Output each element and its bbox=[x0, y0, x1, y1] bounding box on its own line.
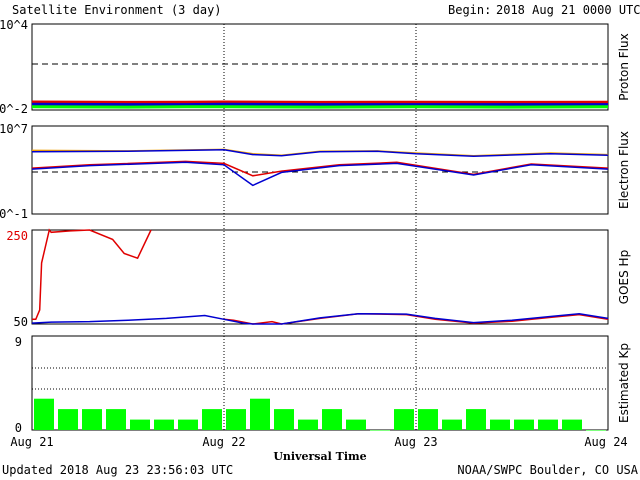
kp-ymin-label: 0 bbox=[15, 421, 22, 435]
day-separators bbox=[223, 24, 417, 430]
hp-ymin-label: 50 bbox=[14, 315, 28, 329]
chart-title: Satellite Environment (3 day) bbox=[12, 3, 222, 17]
hp-ymax-label: 250 bbox=[6, 229, 28, 243]
updated-timestamp: Updated 2018 Aug 23 23:56:03 UTC bbox=[2, 463, 233, 477]
kp-bar bbox=[34, 398, 54, 430]
kp-bar bbox=[82, 409, 102, 430]
x-tick-aug22: Aug 22 bbox=[202, 435, 245, 449]
kp-panel-frame bbox=[31, 335, 609, 431]
kp-bar bbox=[130, 419, 150, 430]
x-tick-aug24: Aug 24 bbox=[584, 435, 627, 449]
proton-ymax-label: 10^4 bbox=[0, 18, 28, 32]
kp-bar bbox=[250, 398, 270, 430]
goes-hp-ylabel: GOES Hp bbox=[617, 250, 631, 304]
electron-series bbox=[31, 148, 609, 187]
kp-bar bbox=[346, 419, 366, 430]
kp-bar bbox=[394, 409, 414, 430]
kp-bar bbox=[178, 419, 198, 430]
kp-gridlines bbox=[32, 367, 608, 390]
electron-series-line-1-blue bbox=[31, 148, 609, 157]
kp-bar bbox=[322, 409, 342, 430]
kp-bar bbox=[298, 419, 318, 430]
electron-series-line-3-blue bbox=[31, 161, 609, 187]
hp-series-line-2-blue bbox=[31, 312, 609, 325]
electron-panel-frame bbox=[31, 125, 609, 215]
credit-text: NOAA/SWPC Boulder, CO USA bbox=[457, 463, 638, 477]
x-axis-label: Universal Time bbox=[273, 450, 366, 463]
goes-hp-panel-frame bbox=[31, 229, 609, 325]
kp-bar bbox=[490, 419, 510, 430]
hp-series-line-0-red bbox=[32, 228, 152, 321]
kp-bar bbox=[538, 419, 558, 430]
proton-ylabel: Proton Flux bbox=[617, 33, 631, 100]
begin-label: Begin: bbox=[448, 3, 491, 17]
kp-bar bbox=[226, 409, 246, 430]
begin-value: 2018 Aug 21 0000 UTC bbox=[496, 3, 640, 17]
x-tick-aug21: Aug 21 bbox=[10, 435, 53, 449]
proton-ymin-label: 10^-2 bbox=[0, 102, 28, 116]
x-tick-aug23: Aug 23 bbox=[394, 435, 437, 449]
electron-ylabel: Electron Flux bbox=[617, 131, 631, 209]
kp-ymax-label: 9 bbox=[15, 335, 22, 349]
kp-bar bbox=[202, 409, 222, 430]
kp-bar bbox=[442, 419, 462, 430]
electron-ymin-label: 10^-1 bbox=[0, 207, 28, 221]
kp-bar bbox=[466, 409, 486, 430]
proton-series bbox=[31, 100, 609, 109]
kp-bar bbox=[106, 409, 126, 430]
electron-ymax-label: 10^7 bbox=[0, 122, 28, 136]
kp-bar bbox=[154, 419, 174, 430]
kp-bars bbox=[34, 398, 606, 431]
goes-hp-series bbox=[31, 228, 609, 325]
kp-bar bbox=[586, 430, 606, 431]
kp-bar bbox=[370, 430, 390, 431]
kp-ylabel: Estimated Kp bbox=[617, 343, 631, 423]
kp-bar bbox=[418, 409, 438, 430]
kp-bar bbox=[58, 409, 78, 430]
kp-bar bbox=[274, 409, 294, 430]
kp-bar bbox=[562, 419, 582, 430]
kp-bar bbox=[514, 419, 534, 430]
proton-panel-frame bbox=[31, 23, 609, 111]
